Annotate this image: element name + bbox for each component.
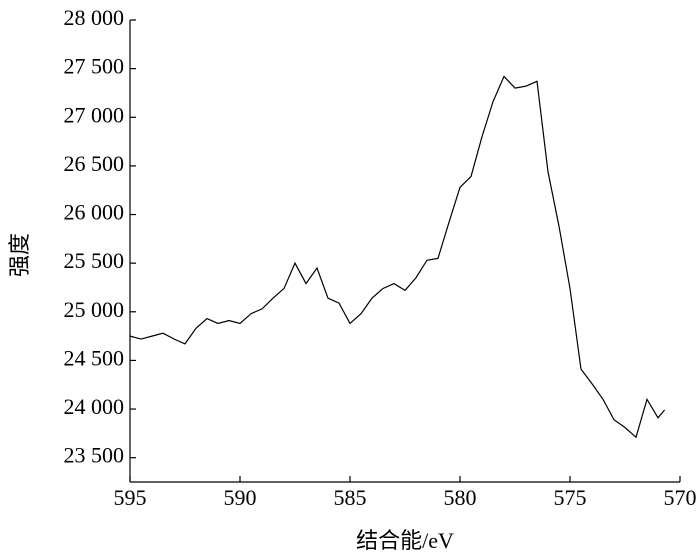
y-tick-label: 28 000 (64, 5, 125, 30)
x-axis-label: 结合能/eV (356, 528, 454, 553)
x-tick-label: 585 (334, 485, 367, 510)
y-tick-label: 24 000 (64, 394, 125, 419)
spectrum-line (129, 75, 666, 439)
y-tick-label: 24 500 (64, 345, 125, 370)
y-tick-label: 26 500 (64, 151, 125, 176)
y-tick-label: 23 500 (64, 443, 125, 468)
x-tick-label: 580 (444, 485, 477, 510)
y-axis-label: 强度 (7, 233, 32, 277)
y-tick-label: 25 500 (64, 248, 125, 273)
x-tick-label: 595 (114, 485, 147, 510)
x-tick-label: 570 (664, 485, 697, 510)
y-tick-label: 26 000 (64, 200, 125, 225)
y-tick-label: 27 500 (64, 54, 125, 79)
x-tick-label: 575 (554, 485, 587, 510)
y-tick-label: 27 000 (64, 102, 125, 127)
y-tick-label: 25 000 (64, 297, 125, 322)
x-tick-label: 590 (224, 485, 257, 510)
